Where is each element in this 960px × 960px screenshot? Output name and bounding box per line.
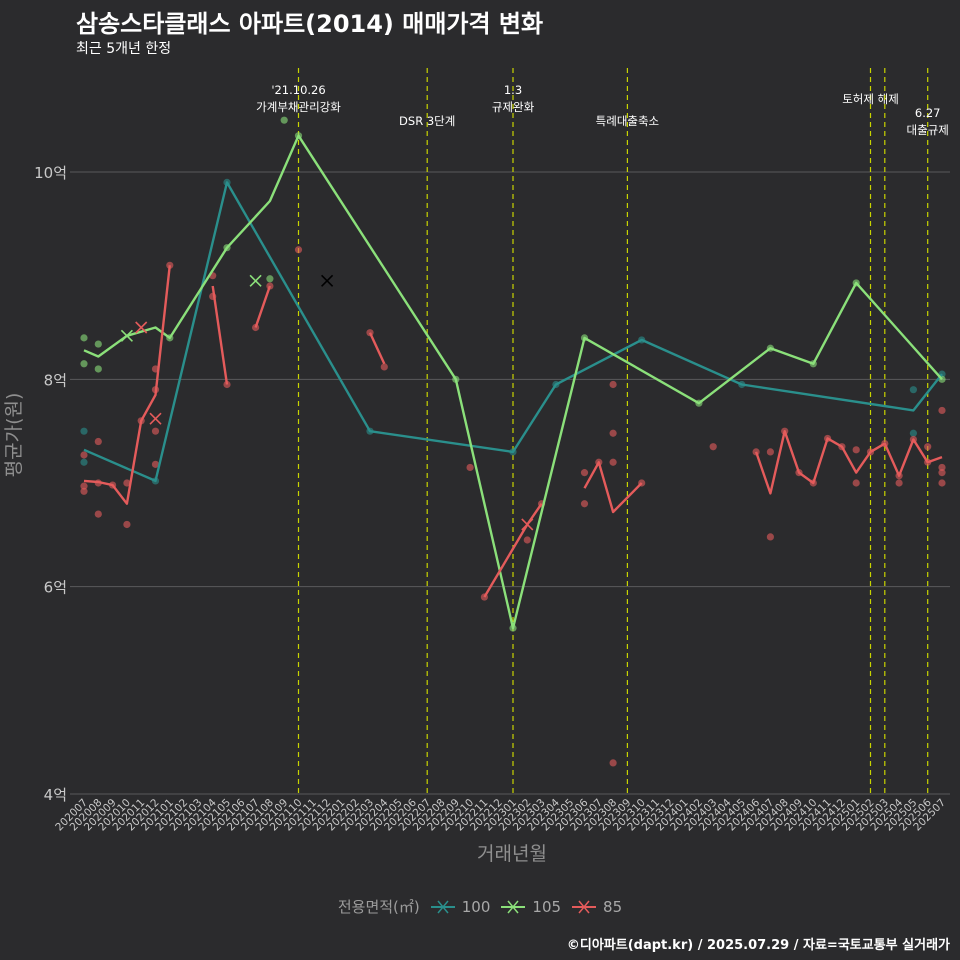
event-label-line: DSR 3단계 (399, 114, 455, 128)
event-label-202110: '21.10.26 가계부채관리강화 (256, 83, 341, 114)
legend-item-105: 105 (500, 898, 561, 916)
event-label-202301: 1.3 규제완화 (492, 83, 535, 114)
point-85 (852, 479, 860, 487)
legend-key-105 (500, 899, 526, 915)
event-label-line: 대출규제 (907, 123, 949, 137)
x-marker-105 (120, 329, 133, 342)
y-axis-title: 평균가(원) (3, 393, 25, 478)
series-line-85 (583, 461, 643, 514)
legend-label-85: 85 (603, 897, 623, 916)
point-100 (80, 458, 88, 466)
event-label-line: 특례대출축소 (596, 114, 659, 128)
point-85 (123, 479, 131, 487)
source-caption: ©디아파트(dapt.kr) / 2025.07.29 / 자료=국토교통부 실… (566, 938, 950, 953)
point-100 (909, 386, 918, 394)
point-85 (523, 536, 531, 544)
event-label-line: 1.3 (504, 83, 522, 97)
point-85 (294, 246, 303, 254)
point-85 (94, 510, 102, 518)
event-label-line: '21.10.26 (271, 83, 325, 97)
point-85 (938, 406, 946, 415)
point-85 (123, 520, 131, 529)
series-line-85 (254, 285, 272, 328)
point-85 (895, 479, 903, 487)
point-85 (94, 437, 102, 446)
point-105 (280, 116, 288, 124)
legend-label-105: 105 (532, 897, 562, 916)
series-line-100 (83, 181, 943, 483)
point-85 (766, 448, 775, 456)
chart-title: 삼송스타클래스 아파트(2014) 매매가격 변화 (76, 10, 544, 38)
series-line-105 (83, 134, 943, 630)
point-85 (466, 463, 474, 472)
event-label-line: 6.27 (915, 106, 941, 120)
legend-label-100: 100 (461, 897, 491, 916)
series-line-85 (211, 285, 229, 385)
x-marker-85 (149, 412, 162, 425)
x-marker-85 (135, 321, 148, 334)
series-line-85 (754, 430, 943, 495)
point-85 (80, 451, 88, 459)
event-label-line: 가계부채관리강화 (256, 100, 341, 114)
x-marker-100 (321, 274, 334, 287)
x-marker-105 (249, 274, 262, 287)
point-85 (924, 443, 932, 451)
legend-key-100 (430, 899, 456, 915)
legend-title: 전용면적(㎡) (337, 898, 420, 916)
point-85 (151, 427, 160, 435)
event-label-202309: 특례대출축소 (596, 114, 659, 128)
legend-key-85 (571, 899, 597, 915)
x-axis-title: 거래년월 (477, 843, 547, 865)
point-85 (80, 487, 88, 495)
series-line-85 (368, 332, 386, 365)
point-100 (909, 429, 918, 437)
point-105 (266, 275, 274, 283)
point-85 (852, 446, 860, 454)
y-tick-label: 4억 (44, 786, 67, 804)
y-tick-label: 6억 (44, 579, 67, 597)
point-85 (709, 443, 717, 451)
point-85 (609, 380, 617, 389)
point-100 (80, 427, 88, 435)
point-105 (94, 365, 102, 373)
point-85 (580, 469, 589, 477)
point-85 (151, 460, 160, 468)
point-85 (580, 500, 589, 508)
series-line-85 (83, 265, 171, 505)
y-tick-label: 8억 (44, 371, 67, 389)
legend: 전용면적(㎡) 100 105 85 (0, 896, 960, 917)
point-105 (94, 340, 102, 348)
x-marker-85 (521, 518, 534, 531)
point-85 (766, 533, 775, 541)
point-105 (80, 360, 88, 368)
point-85 (609, 759, 617, 767)
point-85 (80, 482, 88, 490)
chart-subtitle: 최근 5개년 한정 (76, 41, 172, 57)
y-tick-label: 10억 (34, 164, 67, 182)
point-85 (223, 380, 231, 389)
event-label-line: 규제완화 (492, 100, 535, 114)
event-label-202506: 6.27 대출규제 (907, 106, 949, 137)
point-85 (938, 469, 946, 477)
legend-item-85: 85 (571, 898, 622, 916)
event-label-202207: DSR 3단계 (399, 114, 455, 128)
point-85 (380, 363, 388, 371)
point-85 (938, 479, 946, 487)
legend-item-100: 100 (430, 897, 491, 916)
event-label-202502: 토허제 해제 (842, 92, 899, 106)
point-85 (938, 463, 946, 472)
event-label-line: 토허제 해제 (842, 92, 899, 106)
point-85 (609, 429, 617, 437)
point-105 (80, 334, 88, 342)
point-85 (609, 458, 617, 466)
